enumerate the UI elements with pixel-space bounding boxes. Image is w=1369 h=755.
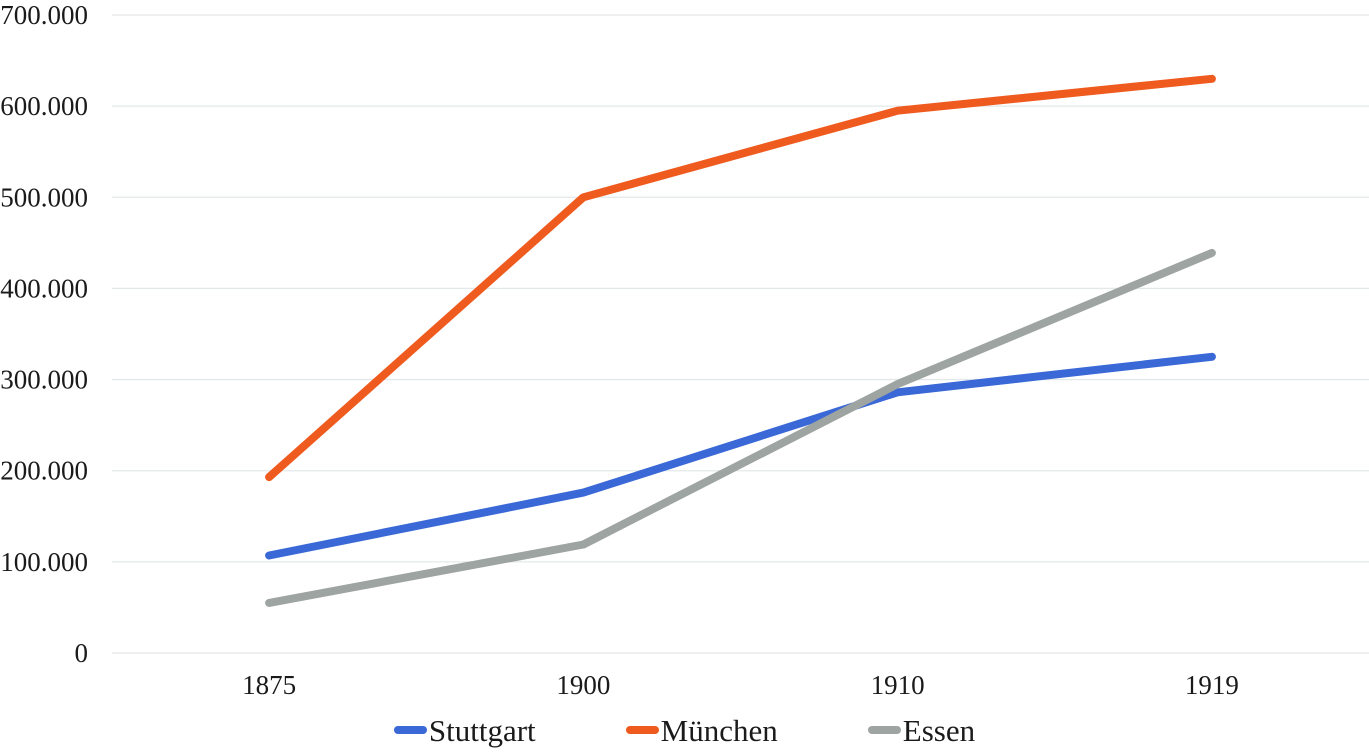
muenchen-line-swatch-icon	[625, 726, 659, 734]
y-axis-tick-label: 400.000	[0, 273, 88, 303]
x-axis-tick-label: 1875	[242, 670, 296, 700]
x-axis-tick-label: 1919	[1185, 670, 1239, 700]
legend-label-essen: Essen	[902, 712, 976, 748]
y-axis-tick-label: 300.000	[0, 365, 88, 395]
series-line-mnchen	[265, 74, 1216, 482]
y-axis-tick-label: 700.000	[0, 0, 88, 30]
legend-item-muenchen: München	[625, 712, 778, 748]
legend-item-essen: Essen	[867, 712, 976, 748]
x-axis-tick-label: 1910	[871, 670, 925, 700]
legend-label-stuttgart: Stuttgart	[428, 712, 536, 748]
stuttgart-line-swatch-icon	[393, 726, 427, 734]
y-axis-tick-label: 500.000	[0, 182, 88, 212]
series-line-stuttgart	[265, 352, 1216, 560]
legend-item-stuttgart: Stuttgart	[393, 712, 536, 748]
legend-label-muenchen: München	[660, 712, 778, 748]
essen-line-swatch-icon	[867, 726, 901, 734]
y-axis-tick-label: 600.000	[0, 91, 88, 121]
y-axis-tick-label: 200.000	[0, 456, 88, 486]
y-axis-tick-label: 0	[75, 638, 89, 668]
x-axis-tick-label: 1900	[556, 670, 610, 700]
y-axis-tick-label: 100.000	[0, 547, 88, 577]
chart-legend: Stuttgart München Essen	[0, 708, 1369, 752]
series-line-essen	[265, 248, 1216, 607]
